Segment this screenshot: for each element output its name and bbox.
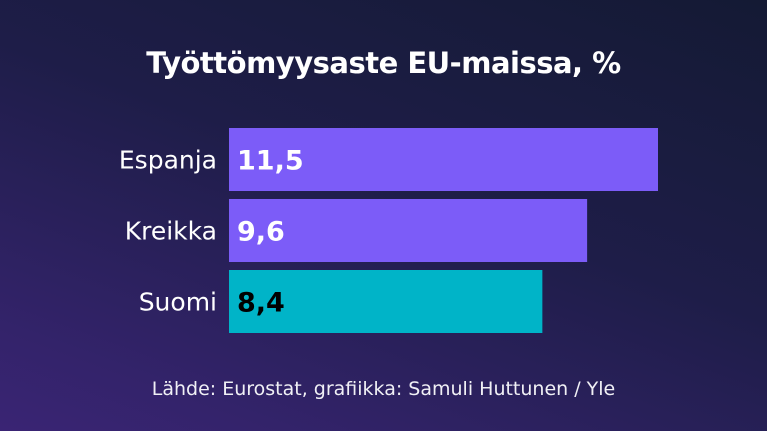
value-label: 9,6 xyxy=(237,217,285,248)
bar-suomi xyxy=(229,270,543,333)
category-label: Suomi xyxy=(139,288,217,317)
category-label: Espanja xyxy=(119,146,217,175)
value-label: 11,5 xyxy=(237,146,304,177)
chart-title: Työttömyysaste EU-maissa, % xyxy=(146,46,621,80)
source-credit: Lähde: Eurostat, grafiikka: Samuli Huttu… xyxy=(151,378,616,400)
bar-kreikka xyxy=(229,199,588,262)
category-label: Kreikka xyxy=(125,217,217,246)
value-label: 8,4 xyxy=(237,288,285,319)
bar-espanja xyxy=(229,128,658,191)
